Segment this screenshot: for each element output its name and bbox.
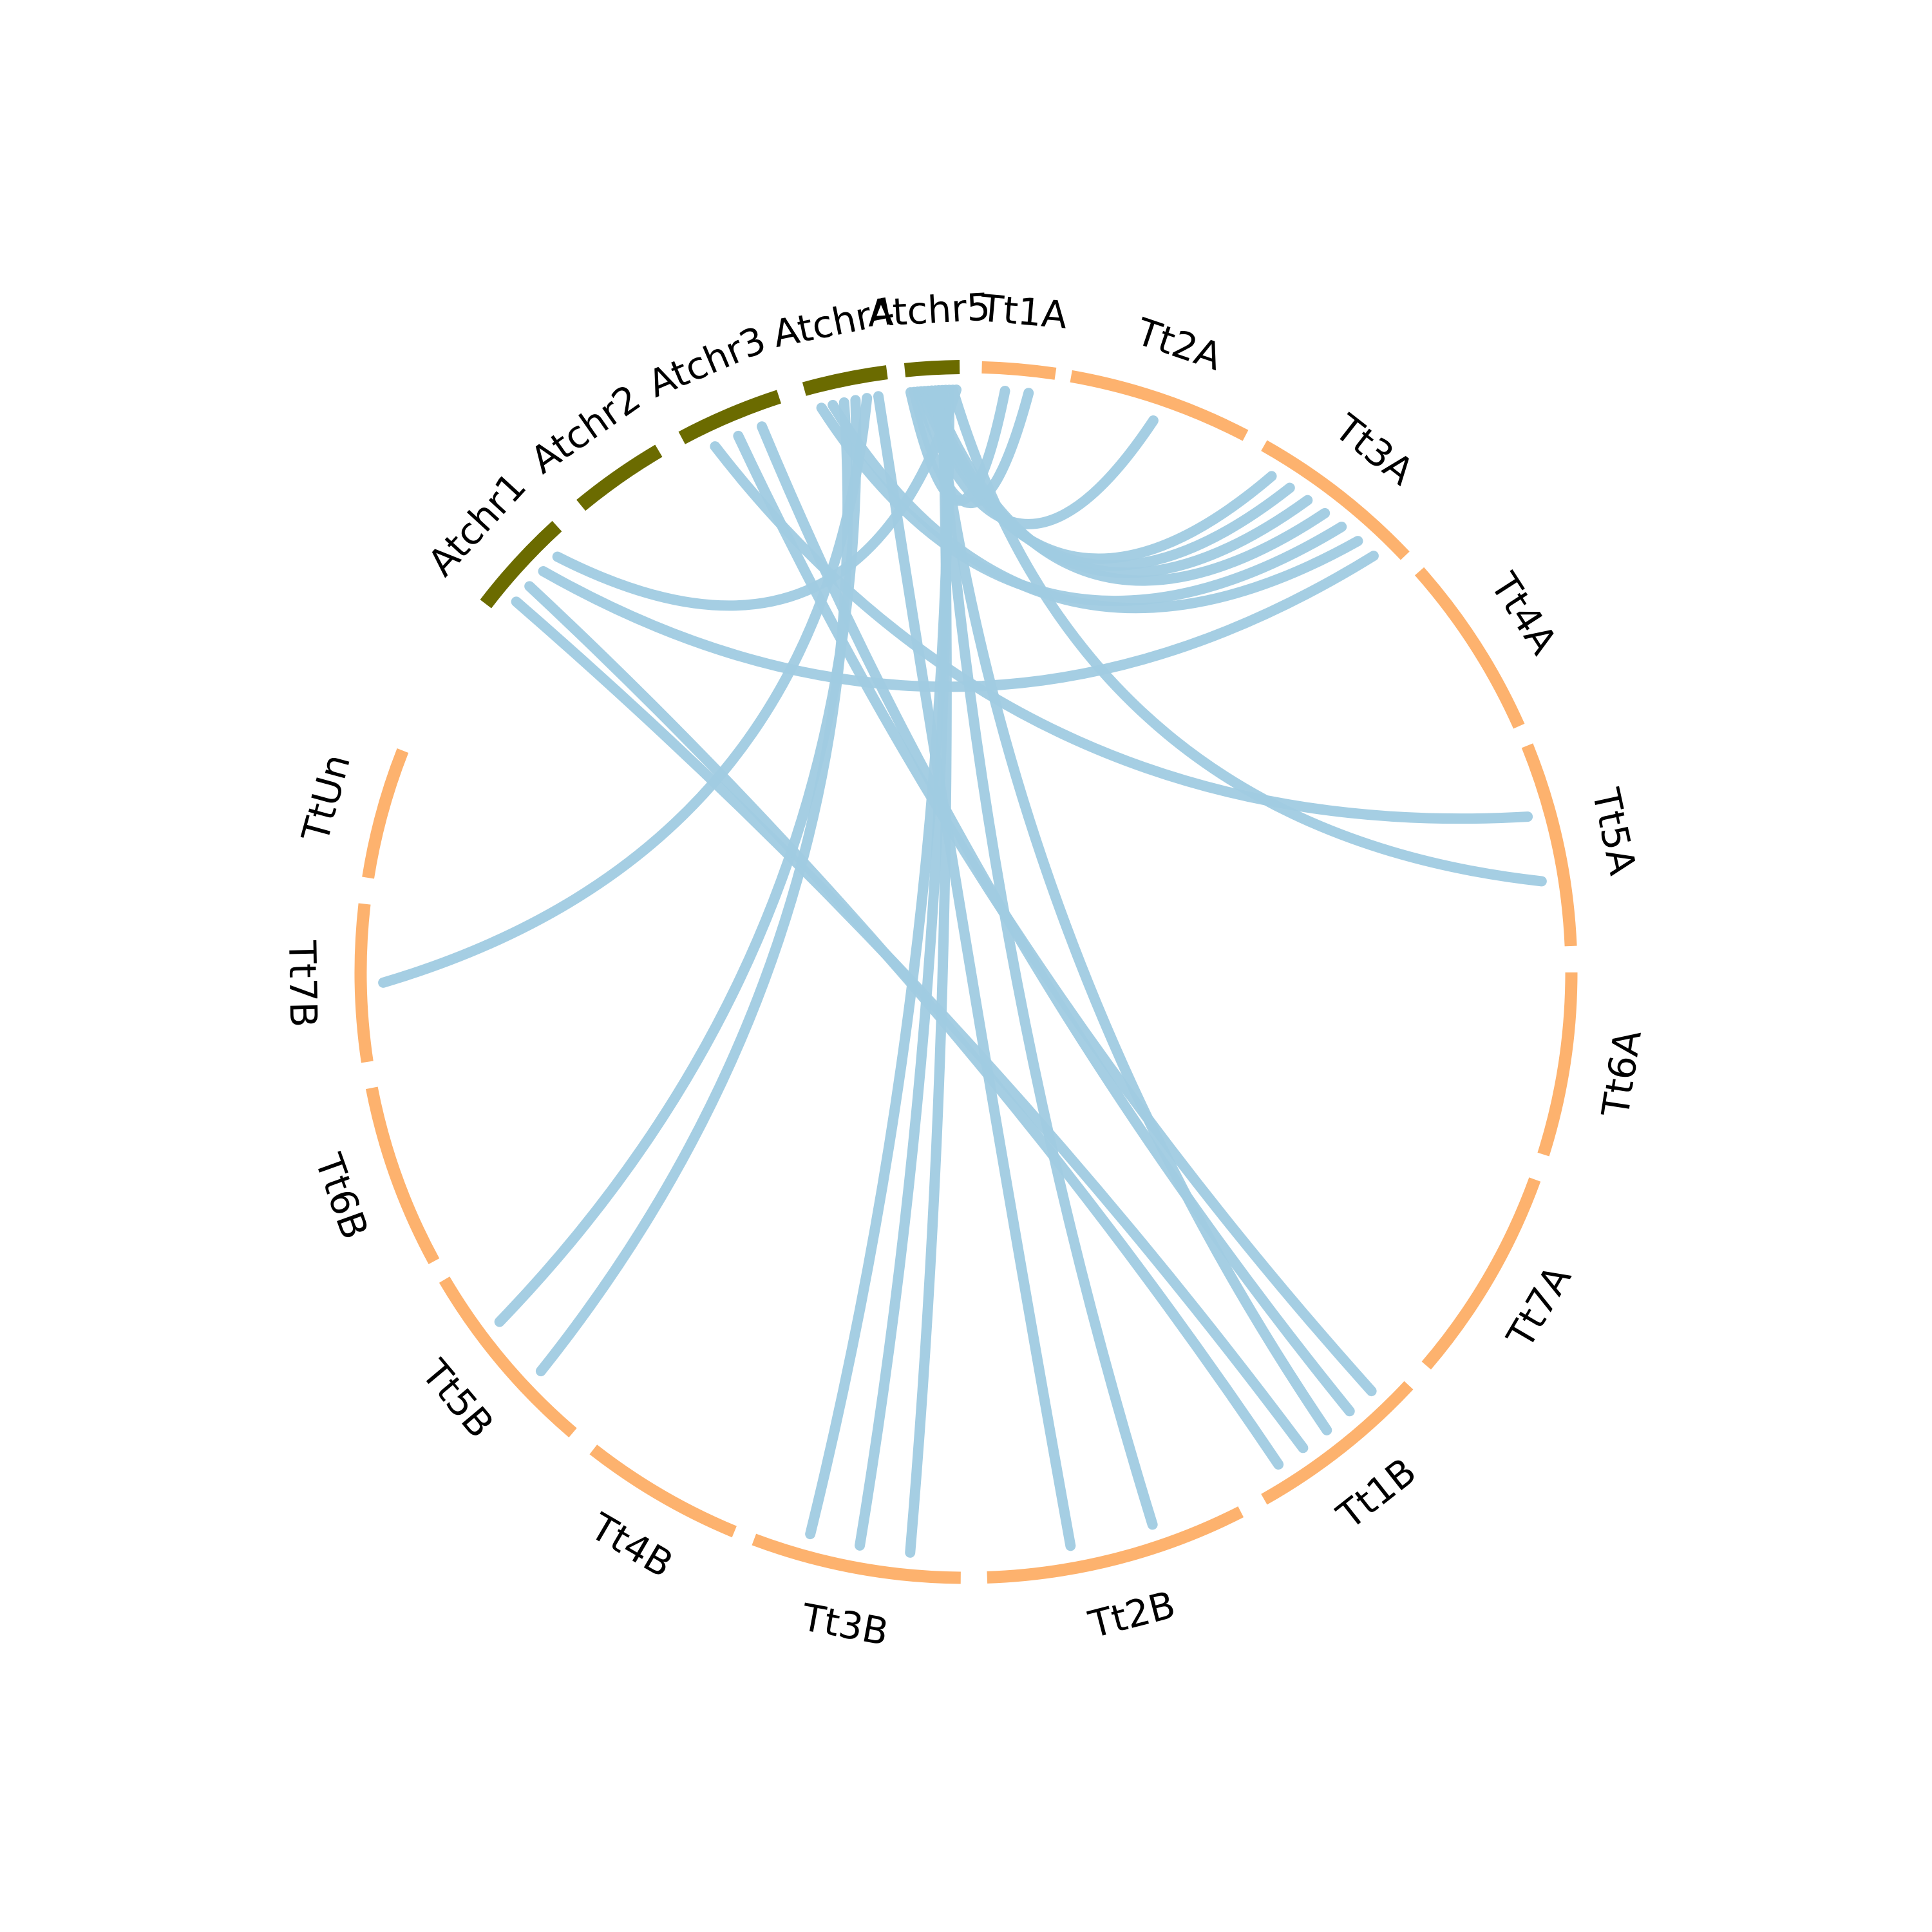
label-Tt1A: Tt1A (978, 286, 1069, 337)
label-Tt6A: Tt6A (1593, 1027, 1650, 1121)
segments-layer (354, 360, 1578, 1584)
segment-Tt4A (1414, 567, 1525, 729)
label-Tt6B: Tt6B (306, 1148, 377, 1245)
link-Atchr5-Tt1B-12 (930, 385, 1332, 1435)
links-layer (378, 384, 1547, 1558)
label-Tt5A: Tt5A (1584, 784, 1645, 878)
segment-Tt4B (589, 1444, 737, 1538)
segment-Tt7B (354, 903, 374, 1063)
label-Tt4A: Tt4A (1482, 565, 1566, 662)
link-Atchr1-Tt1B-21 (524, 581, 1284, 1470)
label-Tt1B: Tt1B (1329, 1449, 1425, 1538)
label-Tt7B: Tt7B (280, 940, 325, 1028)
segment-Tt6B (365, 1086, 440, 1265)
segment-TtUn (362, 748, 409, 879)
segment-Atchr4 (802, 365, 888, 396)
segment-Atchr2 (576, 444, 663, 511)
link-Atchr5-Tt3A-6 (926, 385, 1331, 586)
label-Tt3B: Tt3B (798, 1595, 892, 1654)
label-Tt4B: Tt4B (583, 1504, 681, 1586)
segment-Tt1A (981, 361, 1057, 380)
segment-Tt5A (1521, 743, 1577, 947)
segment-Tt2A (1070, 370, 1249, 441)
link-Atchr1-Tt3A-22 (538, 551, 1379, 692)
link-Atchr5-Tt2B-13 (933, 384, 1158, 1530)
label-Tt2A: Tt2A (1130, 309, 1227, 379)
link-Atchr5-Atchr1-25 (552, 384, 962, 611)
segment-Atchr1 (480, 520, 562, 609)
link-Atchr3-Tt1B-11 (757, 421, 1355, 1417)
segment-Atchr5 (904, 360, 960, 377)
segment-Atchr3 (678, 390, 781, 444)
segment-Tt1B (1261, 1381, 1414, 1505)
link-Atchr3-Tt5A-9 (710, 441, 1533, 824)
label-Tt7A: Tt7A (1498, 1258, 1580, 1356)
label-Atchr5: Atchr5 (866, 285, 991, 336)
segment-Tt3B (752, 1533, 961, 1584)
segment-Tt6A (1537, 972, 1578, 1157)
label-Tt2B: Tt2B (1084, 1582, 1180, 1647)
link-Atchr5-Tt3B-16 (805, 384, 955, 1540)
link-Atchr4-Tt2B-23 (873, 391, 1076, 1551)
link-Atchr5-Tt5A-24 (947, 384, 1547, 887)
segment-Tt3A (1261, 440, 1410, 560)
segment-Tt2B (987, 1506, 1244, 1584)
segment-Tt5B (439, 1276, 577, 1438)
label-Tt5B: Tt5B (413, 1351, 502, 1446)
segment-Tt7A (1421, 1177, 1541, 1370)
label-Atchr3: Atchr3 (641, 317, 772, 406)
link-Atchr5-Tt1A-1 (909, 386, 1034, 509)
label-Tt3A: Tt3A (1326, 405, 1422, 493)
label-TtUn: TtUn (293, 750, 359, 847)
